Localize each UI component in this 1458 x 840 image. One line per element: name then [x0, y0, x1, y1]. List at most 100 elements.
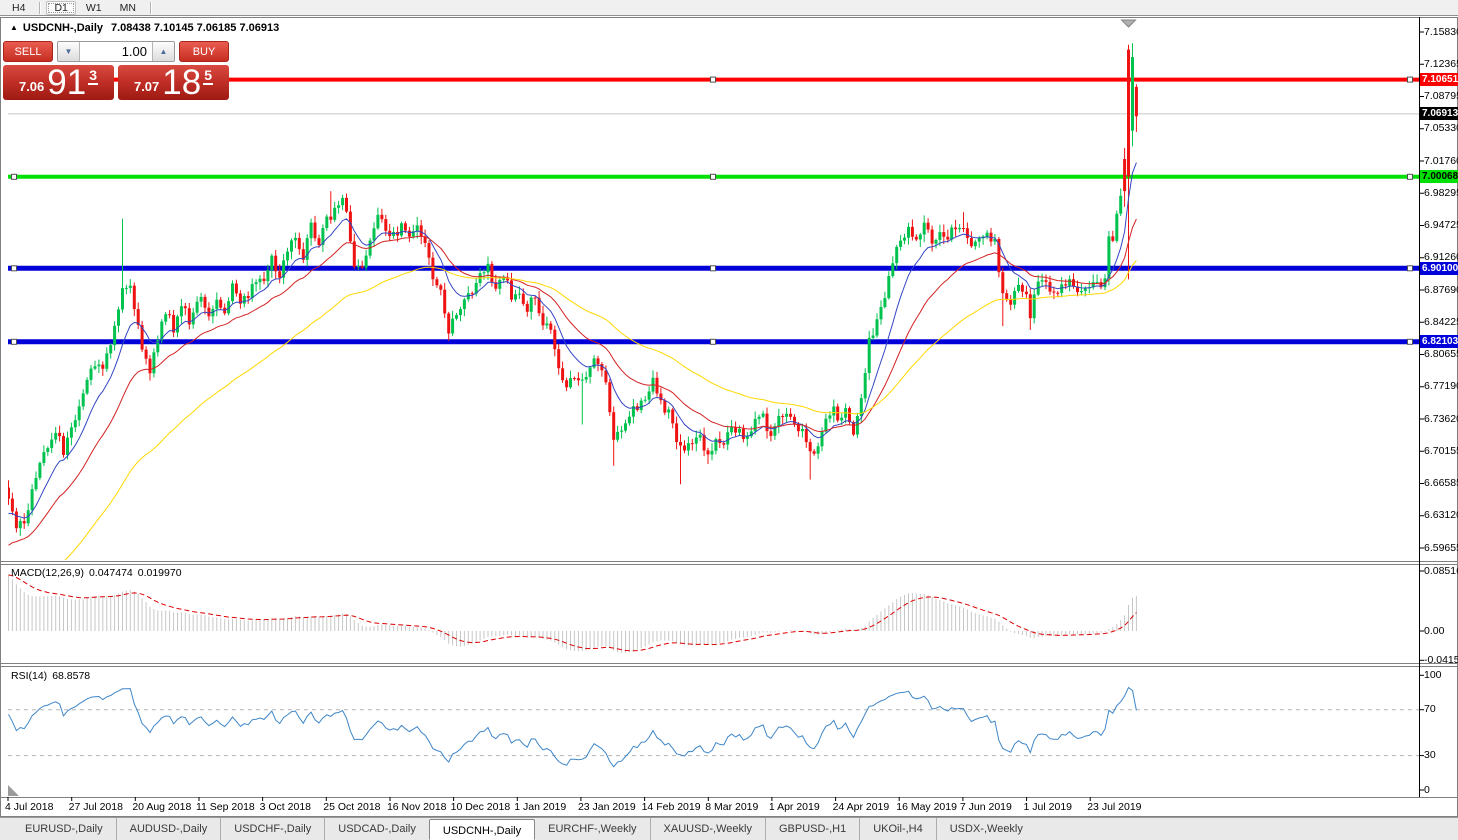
date-axis-label[interactable]: 23 Jul 2019 — [1087, 801, 1142, 813]
axis-tick-label: 6.91260 — [1424, 251, 1458, 264]
axis-tick-label: 6.77190 — [1424, 380, 1458, 393]
buy-price-display[interactable]: 7.07 18 5 — [118, 65, 229, 100]
chart-title: ▲ USDCNH-,Daily 7.08438 7.10145 7.06185 7.… — [10, 22, 279, 34]
chart-tab-eurchf-weekly[interactable]: EURCHF-,Weekly — [548, 823, 637, 835]
axis-tick-label: 70 — [1424, 703, 1436, 716]
one-click-trading-panel: SELL ▼ ▲ BUY 7.06 91 3 7.07 18 5 — [3, 41, 229, 100]
axis-tick-label: 6.80655 — [1424, 348, 1458, 360]
date-axis-label[interactable]: 27 Jul 2018 — [68, 801, 123, 813]
date-axis-label[interactable]: 16 May 2019 — [896, 801, 957, 813]
chart-title-symbol: USDCNH-,Daily — [22, 22, 103, 34]
scroll-corner-icon — [8, 785, 19, 796]
axis-tick-label: 0.00 — [1424, 624, 1445, 637]
buy-price-bigfigure: 7.07 — [133, 79, 160, 94]
axis-tick-label: 7.01760 — [1424, 154, 1458, 167]
timeframe-button-h4[interactable]: H4 — [12, 1, 26, 14]
date-axis-label[interactable]: 16 Nov 2018 — [386, 801, 447, 813]
hline-handle[interactable] — [710, 76, 716, 83]
chart-title-ohlc: 7.08438 7.10145 7.06185 7.06913 — [111, 22, 280, 34]
axis-tick-label: 6.84225 — [1424, 315, 1458, 328]
macd-name: MACD(12,26,9) — [11, 567, 84, 579]
timeframe-button-mn[interactable]: MN — [119, 1, 136, 14]
chart-tab-usdchf-daily[interactable]: USDCHF-,Daily — [220, 818, 324, 840]
hline-handle[interactable] — [11, 265, 17, 272]
hline-handle[interactable] — [1407, 338, 1413, 345]
chart-tab-usdx-weekly[interactable]: USDX-,Weekly — [935, 818, 1036, 840]
price-level-badge: 6.90100 — [1420, 261, 1458, 275]
hline-handle[interactable] — [710, 173, 716, 180]
sell-button[interactable]: SELL — [3, 41, 53, 62]
date-axis-label[interactable]: 25 Oct 2018 — [323, 801, 381, 813]
date-axis-label[interactable]: 3 Oct 2018 — [259, 801, 311, 813]
axis-tick-label: 6.63120 — [1424, 509, 1458, 522]
axis-tick-label: 6.98295 — [1424, 186, 1458, 199]
chart-tab-xauusd-weekly[interactable]: XAUUSD-,Weekly — [649, 818, 765, 840]
date-axis-label[interactable]: 4 Jul 2018 — [5, 801, 54, 813]
axis-tick-label: 0 — [1424, 783, 1430, 796]
current-price-badge: 7.06913 — [1420, 107, 1458, 121]
hline-handle[interactable] — [1407, 265, 1413, 272]
chart-tab-eurusd-daily[interactable]: EURUSD-,Daily — [25, 823, 103, 835]
date-axis-label[interactable]: 11 Sep 2018 — [195, 801, 255, 813]
date-axis-label[interactable]: 1 Jul 2019 — [1023, 801, 1073, 813]
date-axis-label[interactable]: 20 Aug 2018 — [132, 801, 192, 813]
hline-handle[interactable] — [710, 338, 716, 345]
chart-tab-bar: EURUSD-,Daily AUDUSD-,Daily USDCHF-,Daily U… — [0, 817, 1458, 840]
chevron-down-icon: ▼ — [64, 47, 73, 56]
axis-tick-label: 30 — [1424, 749, 1436, 762]
hline-handle[interactable] — [11, 338, 17, 345]
axis-tick-label: 6.66585 — [1424, 477, 1458, 489]
macd-indicator-label: MACD(12,26,9) 0.047474 0.019970 — [11, 567, 187, 579]
price-level-badge: 7.10651 — [1420, 73, 1458, 87]
symbol-marker-icon: ▲ — [10, 23, 18, 32]
volume-input[interactable] — [80, 42, 152, 61]
date-axis-label[interactable]: 14 Feb 2019 — [641, 801, 701, 813]
axis-tick-label: 6.73620 — [1424, 412, 1458, 425]
chevron-up-icon: ▲ — [159, 47, 168, 56]
price-level-badge: 7.00068 — [1420, 170, 1458, 184]
buy-button[interactable]: BUY — [179, 41, 229, 62]
axis-tick-label: 6.59655 — [1424, 541, 1458, 554]
axis-tick-label: 7.08795 — [1424, 90, 1458, 102]
macd-signal-value: 0.019970 — [137, 567, 182, 579]
chart-tab-ukoil-h4[interactable]: UKOil-,H4 — [859, 818, 936, 840]
chart-tab-usdcad-daily[interactable]: USDCAD-,Daily — [324, 818, 429, 840]
timeframe-button-w1[interactable]: W1 — [85, 1, 102, 14]
toolbar-separator — [149, 1, 151, 14]
axis-tick-label: 6.94725 — [1424, 219, 1458, 231]
volume-decrease-button[interactable]: ▼ — [58, 42, 80, 61]
hline-handle[interactable] — [11, 173, 17, 180]
date-axis[interactable]: 4 Jul 2018 27 Jul 2018 20 Aug 2018 11 Sep 2… — [0, 801, 1458, 817]
date-axis-label[interactable]: 24 Apr 2019 — [832, 801, 890, 813]
date-axis-label[interactable]: 7 Jun 2019 — [959, 801, 1012, 813]
hline-handle[interactable] — [1407, 173, 1413, 180]
date-axis-label[interactable]: 1 Apr 2019 — [768, 801, 820, 813]
axis-tick-label: 6.70155 — [1424, 444, 1458, 457]
volume-stepper: ▼ ▲ — [57, 41, 175, 62]
timeframe-button-d1[interactable]: D1 — [46, 0, 76, 15]
rsi-name: RSI(14) — [11, 670, 48, 682]
volume-increase-button[interactable]: ▲ — [152, 42, 174, 61]
axis-tick-label: 6.87690 — [1424, 283, 1458, 296]
date-axis-label[interactable]: 1 Jan 2019 — [514, 801, 567, 813]
sell-price-bigfigure: 7.06 — [18, 79, 45, 94]
chart-tab-audusd-daily[interactable]: AUDUSD-,Daily — [115, 818, 221, 840]
down-arrow-marker-icon[interactable] — [1120, 19, 1137, 28]
hline-handle[interactable] — [710, 265, 716, 272]
date-axis-label[interactable]: 23 Jan 2019 — [577, 801, 636, 813]
hline-handle[interactable] — [1407, 76, 1413, 83]
sell-price-display[interactable]: 7.06 91 3 — [3, 65, 114, 100]
timeframe-toolbar: H4 D1 W1 MN — [0, 0, 1458, 16]
price-level-badge: 6.82103 — [1420, 335, 1458, 349]
axis-tick-label: -0.04159 — [1424, 653, 1458, 666]
date-axis-label[interactable]: 8 Mar 2019 — [705, 801, 759, 813]
rsi-value: 68.8578 — [52, 670, 91, 682]
chart-tab-gbpusd-h1[interactable]: GBPUSD-,H1 — [764, 818, 859, 840]
buy-price-point: 5 — [203, 67, 214, 85]
date-axis-label[interactable]: 10 Dec 2018 — [450, 801, 511, 813]
sell-price-point: 3 — [88, 67, 99, 85]
axis-tick-label: 100 — [1424, 668, 1442, 681]
chart-tab-usdcnh-daily[interactable]: USDCNH-,Daily — [428, 819, 536, 840]
